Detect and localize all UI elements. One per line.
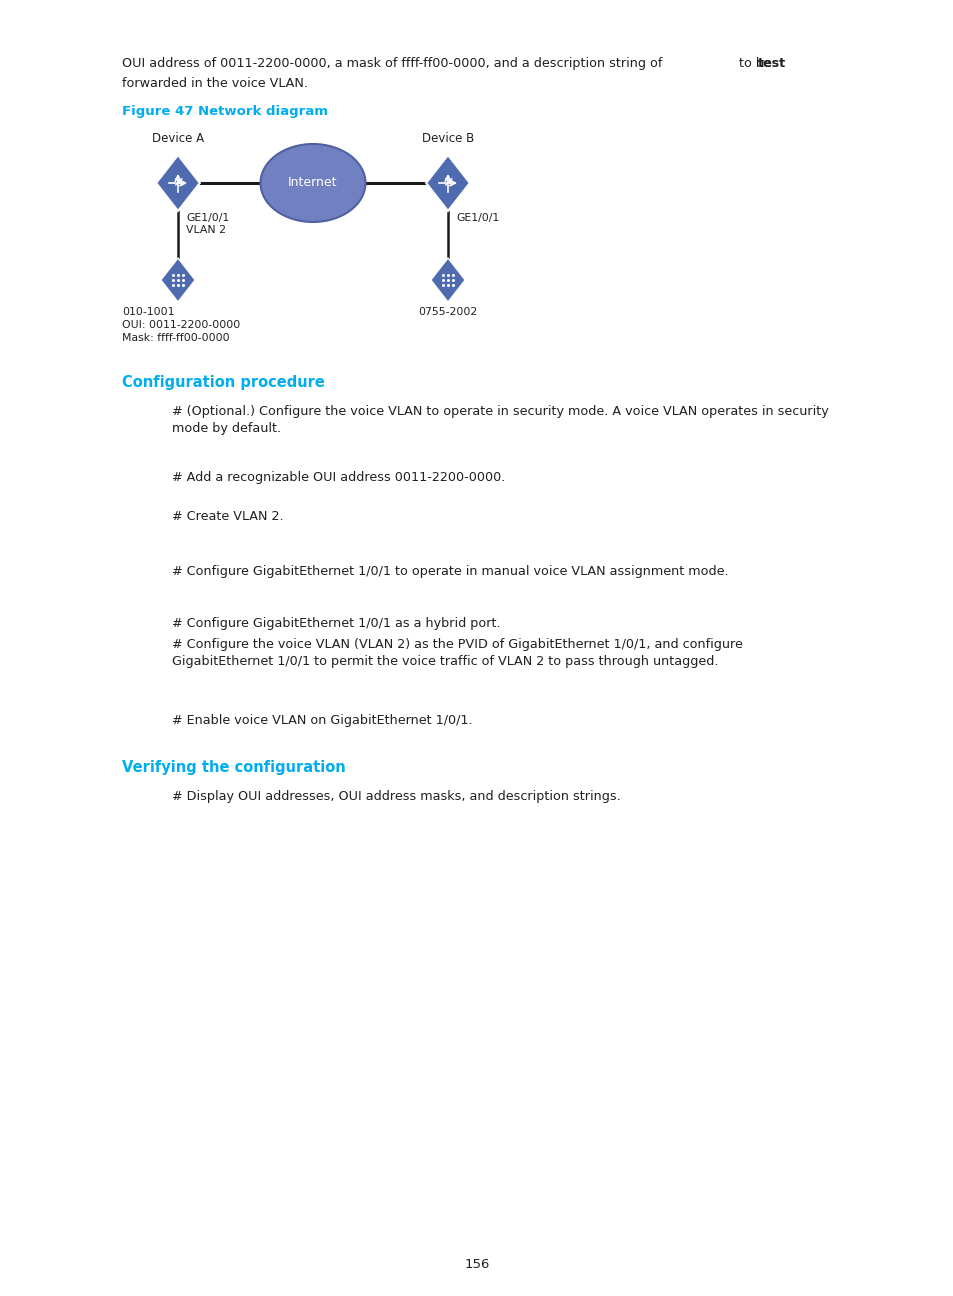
Polygon shape (431, 258, 465, 302)
Text: Figure 47 Network diagram: Figure 47 Network diagram (122, 105, 328, 118)
Polygon shape (426, 156, 469, 211)
Text: # Configure GigabitEthernet 1/0/1 to operate in manual voice VLAN assignment mod: # Configure GigabitEthernet 1/0/1 to ope… (172, 565, 728, 578)
Text: # Create VLAN 2.: # Create VLAN 2. (172, 511, 283, 524)
Text: Verifying the configuration: Verifying the configuration (122, 759, 345, 775)
Polygon shape (156, 156, 199, 211)
Text: IP: IP (192, 260, 198, 266)
Text: 010-1001: 010-1001 (122, 307, 174, 318)
Text: 156: 156 (464, 1258, 489, 1271)
Ellipse shape (260, 144, 365, 222)
Text: ✕: ✕ (172, 176, 184, 191)
Text: OUI: 0011-2200-0000: OUI: 0011-2200-0000 (122, 320, 240, 330)
Text: forwarded in the voice VLAN.: forwarded in the voice VLAN. (122, 76, 308, 89)
Text: # (Optional.) Configure the voice VLAN to operate in security mode. A voice VLAN: # (Optional.) Configure the voice VLAN t… (172, 404, 828, 419)
Text: Mask: ffff-ff00-0000: Mask: ffff-ff00-0000 (122, 333, 230, 343)
Text: Configuration procedure: Configuration procedure (122, 375, 325, 390)
Text: Device A: Device A (152, 132, 204, 145)
Text: # Configure the voice VLAN (VLAN 2) as the PVID of GigabitEthernet 1/0/1, and co: # Configure the voice VLAN (VLAN 2) as t… (172, 638, 742, 651)
Text: to be: to be (734, 57, 771, 70)
Text: GigabitEthernet 1/0/1 to permit the voice traffic of VLAN 2 to pass through unta: GigabitEthernet 1/0/1 to permit the voic… (172, 654, 718, 667)
Text: # Configure GigabitEthernet 1/0/1 as a hybrid port.: # Configure GigabitEthernet 1/0/1 as a h… (172, 617, 500, 630)
Text: # Display OUI addresses, OUI address masks, and description strings.: # Display OUI addresses, OUI address mas… (172, 791, 620, 804)
Text: # Enable voice VLAN on GigabitEthernet 1/0/1.: # Enable voice VLAN on GigabitEthernet 1… (172, 714, 472, 727)
Text: OUI address of 0011-2200-0000, a mask of ffff-ff00-0000, and a description strin: OUI address of 0011-2200-0000, a mask of… (122, 57, 666, 70)
Text: 0755-2002: 0755-2002 (417, 307, 476, 318)
Text: test: test (758, 57, 785, 70)
Polygon shape (161, 258, 195, 302)
Text: # Add a recognizable OUI address 0011-2200-0000.: # Add a recognizable OUI address 0011-22… (172, 470, 505, 483)
Text: IP: IP (461, 260, 468, 266)
Text: ✕: ✕ (442, 176, 454, 191)
Text: Internet: Internet (288, 176, 337, 189)
Text: mode by default.: mode by default. (172, 422, 281, 435)
Text: Device B: Device B (421, 132, 474, 145)
Text: GE1/0/1
VLAN 2: GE1/0/1 VLAN 2 (186, 213, 229, 236)
Text: GE1/0/1: GE1/0/1 (456, 213, 498, 223)
